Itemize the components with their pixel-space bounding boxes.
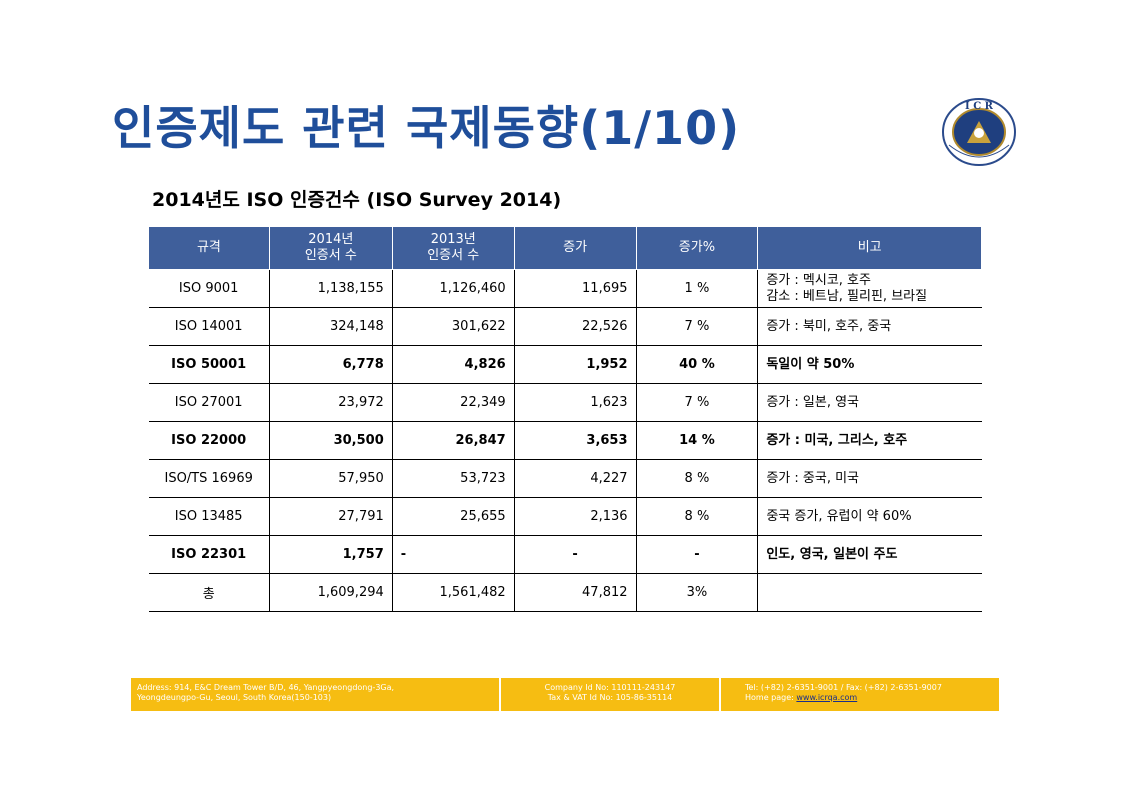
cell-2013-count: 1,561,482: [391, 573, 515, 612]
icr-logo: I C R: [942, 98, 1016, 166]
header-standard: 규격: [148, 226, 270, 270]
cell-increase: 11,695: [513, 269, 637, 308]
cell-remarks: 증가 : 일본, 영국: [757, 383, 982, 422]
cell-2013-count: -: [391, 535, 515, 574]
cell-increase-pct: 7 %: [635, 307, 758, 346]
table-row: ISO 27001 23,972 22,349 1,623 7 % 증가 : 일본, 영국: [148, 383, 982, 422]
cell-increase-pct: 7 %: [635, 383, 758, 422]
remark-line: 증가 : 미국, 그리스, 호주: [766, 432, 908, 448]
footer-contact: Tel: (+82) 2-6351-9001 / Fax: (+82) 2-63…: [745, 683, 942, 702]
cell-increase: 47,812: [513, 573, 637, 612]
cell-2014-count: 1,609,294: [268, 573, 393, 612]
cell-increase: -: [513, 535, 637, 574]
cell-remarks: 증가 : 미국, 그리스, 호주: [757, 421, 982, 460]
header-2014-count: 2014년 인증서 수: [268, 226, 393, 270]
table-row: ISO/TS 16969 57,950 53,723 4,227 8 % 증가 : 중국,…: [148, 459, 982, 498]
remark-line: 독일이 약 50%: [766, 356, 855, 372]
cell-2013-count: 25,655: [391, 497, 515, 536]
page-title: 인증제도 관련 국제동향(1/10): [112, 101, 741, 155]
table-row: ISO 14001 324,148 301,622 22,526 7 % 증가 : 북미,…: [148, 307, 982, 346]
cell-remarks: 중국 증가, 유럽이 약 60%: [757, 497, 982, 536]
cell-2013-count: 301,622: [391, 307, 515, 346]
cell-increase-pct: -: [635, 535, 758, 574]
cell-increase-pct: 14 %: [635, 421, 758, 460]
cell-remarks: 인도, 영국, 일본이 주도: [757, 535, 982, 574]
cell-increase: 4,227: [513, 459, 637, 498]
logo-letters: I C R: [965, 101, 994, 112]
header-increase-pct: 증가%: [635, 226, 759, 270]
cell-standard: ISO 13485: [148, 497, 270, 536]
table-caption: 2014년도 ISO 인증건수 (ISO Survey 2014): [152, 189, 562, 211]
cell-increase-pct: 3%: [635, 573, 758, 612]
table-row: 총 1,609,294 1,561,482 47,812 3%: [148, 573, 982, 612]
cell-standard: ISO 50001: [148, 345, 270, 384]
cell-increase: 3,653: [513, 421, 637, 460]
cell-increase: 1,952: [513, 345, 637, 384]
header-remarks: 비고: [757, 226, 982, 270]
remark-line: 감소 : 베트남, 필리핀, 브라질: [766, 288, 928, 304]
cell-remarks: [757, 573, 982, 612]
cell-standard: 총: [148, 573, 270, 612]
remark-line: 증가 : 중국, 미국: [766, 470, 860, 486]
cell-2014-count: 57,950: [268, 459, 393, 498]
header-increase: 증가: [513, 226, 637, 270]
cell-remarks: 증가 : 중국, 미국: [757, 459, 982, 498]
cell-2014-count: 6,778: [268, 345, 393, 384]
cell-standard: ISO 14001: [148, 307, 270, 346]
remark-line: 증가 : 일본, 영국: [766, 394, 860, 410]
remark-line: 증가 : 북미, 호주, 중국: [766, 318, 892, 334]
header-2013-count: 2013년 인증서 수: [391, 226, 515, 270]
cell-2014-count: 324,148: [268, 307, 393, 346]
table-row: ISO 13485 27,791 25,655 2,136 8 % 중국 증가, 유럽이 …: [148, 497, 982, 536]
cell-remarks: 증가 : 멕시코, 호주 감소 : 베트남, 필리핀, 브라질: [757, 269, 982, 308]
cell-standard: ISO/TS 16969: [148, 459, 270, 498]
table-header-row: 규격 2014년 인증서 수 2013년 인증서 수 증가 증가% 비고: [148, 226, 982, 270]
cell-2013-count: 4,826: [391, 345, 515, 384]
cell-increase-pct: 40 %: [635, 345, 758, 384]
cell-remarks: 독일이 약 50%: [757, 345, 982, 384]
remark-line: 증가 : 멕시코, 호주: [766, 272, 871, 288]
footer-bar: Address: 914, E&C Dream Tower B/D, 46, Y…: [131, 678, 999, 711]
table-row: ISO 22301 1,757- - - 인도, 영국, 일본이 주도: [148, 535, 982, 574]
cell-2014-count: 1,138,155: [268, 269, 393, 308]
cell-2014-count: 1,757: [268, 535, 393, 574]
homepage-link[interactable]: www.icrqa.com: [796, 693, 858, 702]
footer-company-ids: Company Id No: 110111-243147 Tax & VAT I…: [501, 678, 721, 711]
cell-increase-pct: 8 %: [635, 459, 758, 498]
cell-2014-count: 30,500: [268, 421, 393, 460]
table-row: ISO 22000 30,500 26,847 3,653 14 % 증가 : 미국, 그…: [148, 421, 982, 460]
table-row: ISO 9001 1,138,155 1,126,460 11,695 1 % 증가 : …: [148, 269, 982, 308]
cell-increase-pct: 1 %: [635, 269, 758, 308]
cell-standard: ISO 27001: [148, 383, 270, 422]
cell-2013-count: 22,349: [391, 383, 515, 422]
cell-2014-count: 23,972: [268, 383, 393, 422]
cell-2014-count: 27,791: [268, 497, 393, 536]
cell-standard: ISO 22000: [148, 421, 270, 460]
cell-standard: ISO 22301: [148, 535, 270, 574]
remark-line: 인도, 영국, 일본이 주도: [766, 546, 898, 562]
footer-address: Address: 914, E&C Dream Tower B/D, 46, Y…: [131, 678, 501, 711]
iso-certification-table: 규격 2014년 인증서 수 2013년 인증서 수 증가 증가% 비고 ISO 9…: [148, 226, 982, 612]
cell-2013-count: 1,126,460: [391, 269, 515, 308]
cell-increase: 22,526: [513, 307, 637, 346]
remark-line: 중국 증가, 유럽이 약 60%: [766, 508, 912, 524]
table-row: ISO 50001 6,778 4,826 1,952 40 % 독일이 약 50%: [148, 345, 982, 384]
cell-increase: 1,623: [513, 383, 637, 422]
cell-2013-count: 26,847: [391, 421, 515, 460]
cell-standard: ISO 9001: [148, 269, 270, 308]
cell-2013-count: 53,723: [391, 459, 515, 498]
cell-increase: 2,136: [513, 497, 637, 536]
cell-remarks: 증가 : 북미, 호주, 중국: [757, 307, 982, 346]
cell-increase-pct: 8 %: [635, 497, 758, 536]
